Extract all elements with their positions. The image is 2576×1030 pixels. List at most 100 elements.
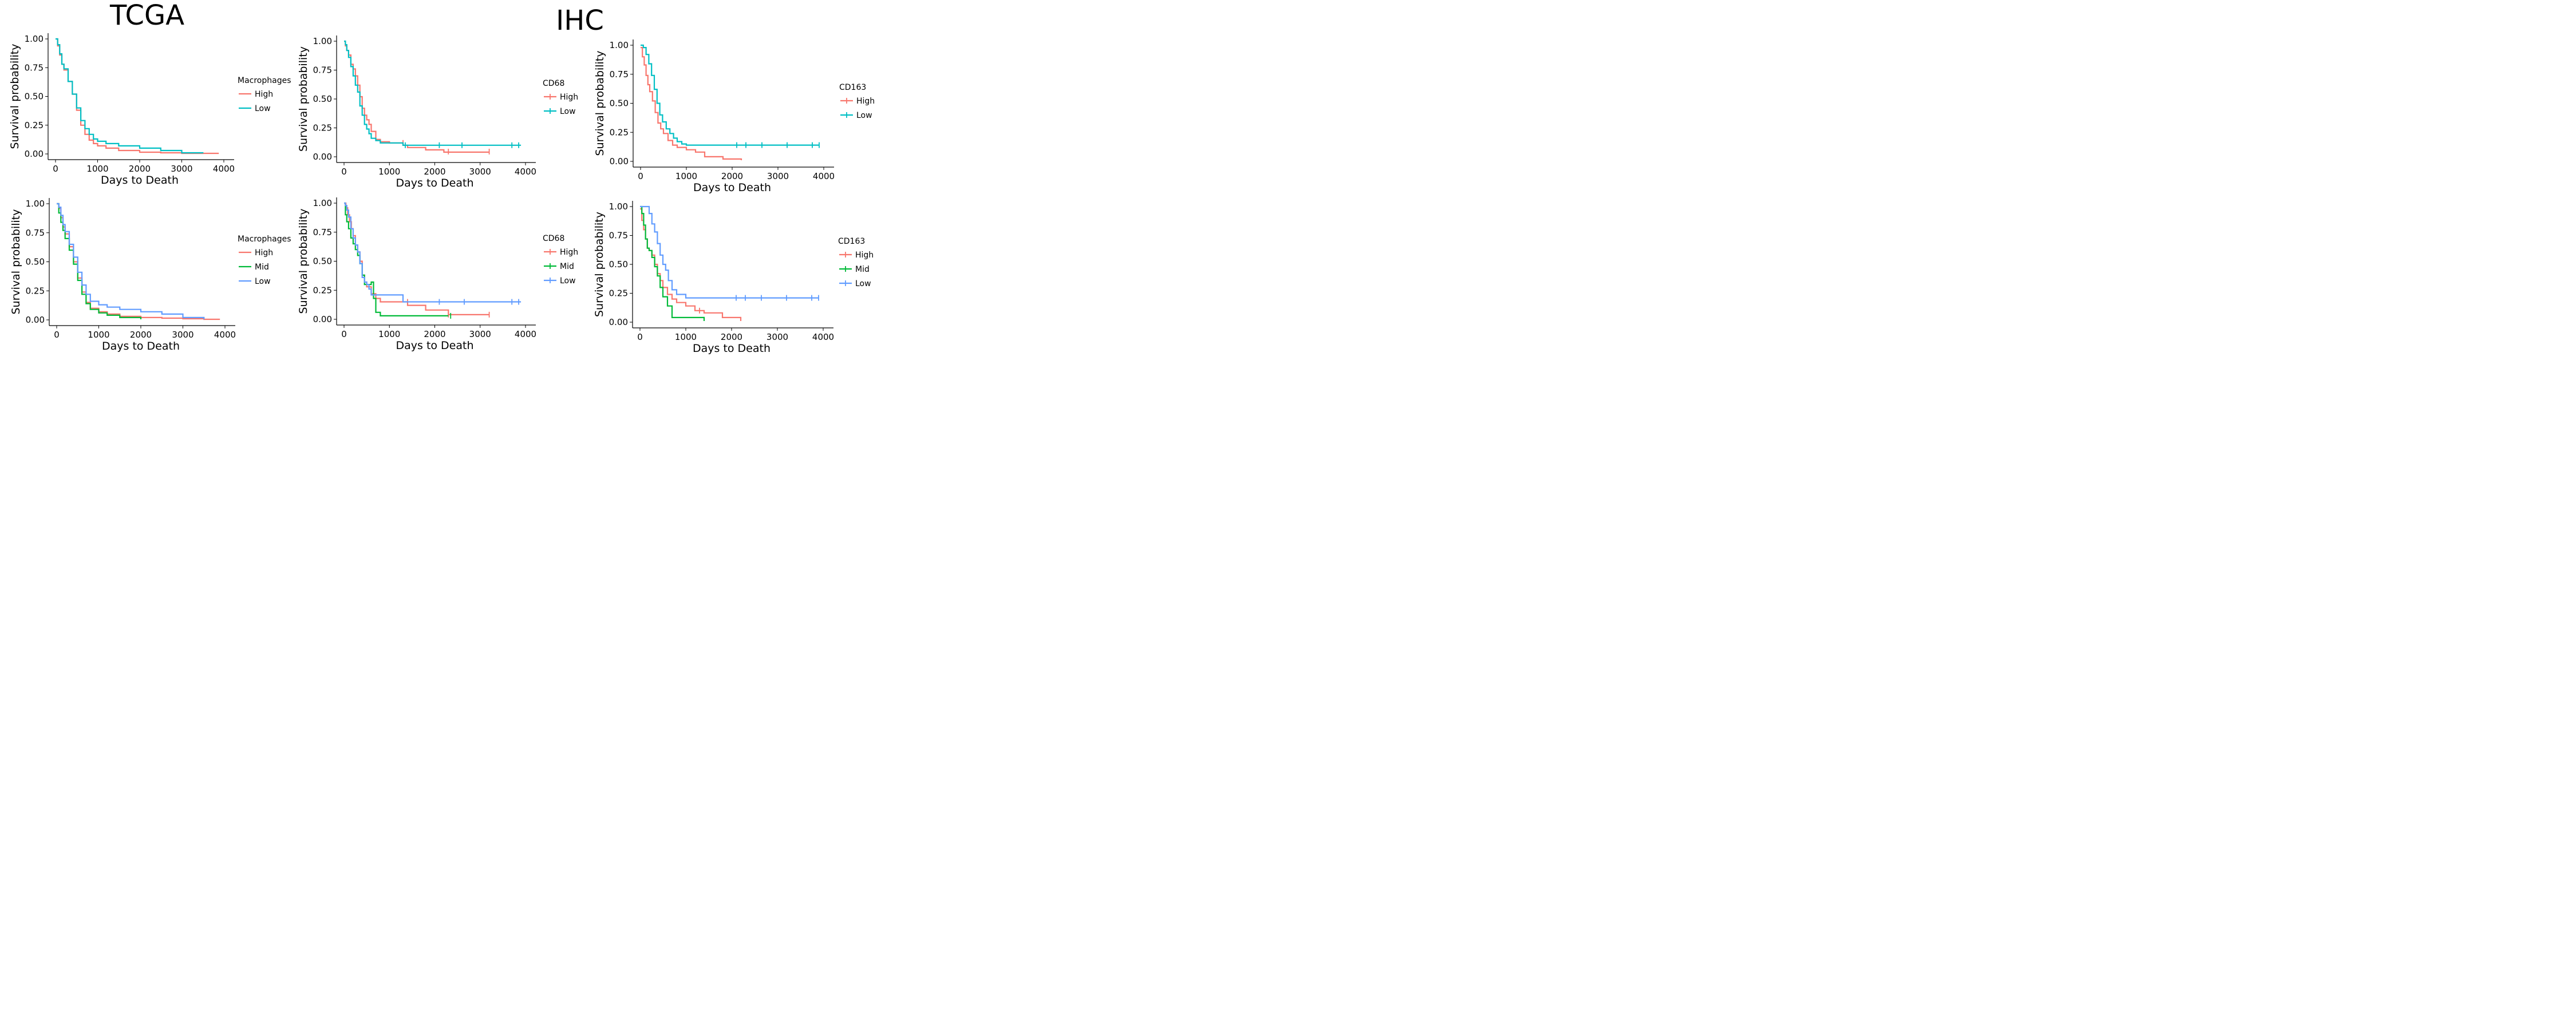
x-tick-label: 2000 — [721, 332, 742, 342]
y-tick-label: 0.00 — [313, 152, 332, 162]
figure-canvas: TCGA IHC 0.00 0.25 0.50 0.75 1.00 0 1000 2000 30… — [9, 0, 875, 355]
x-axis-title: Days to Death — [396, 177, 473, 189]
section-title-ihc: IHC — [556, 5, 604, 37]
y-tick-label: 0.75 — [26, 228, 45, 238]
legend-label-high: High — [856, 97, 875, 106]
x-tick-label: 1000 — [378, 329, 400, 339]
survival-curve-low — [640, 205, 819, 299]
x-tick-label: 4000 — [813, 171, 835, 181]
legend-label-mid: Mid — [560, 262, 574, 271]
y-axis-title: Survival probability — [594, 50, 606, 156]
x-tick-label: 2000 — [424, 329, 445, 339]
x-tick-label: 2000 — [129, 164, 151, 174]
x-tick-label: 1000 — [675, 171, 697, 181]
y-tick-label: 0.25 — [313, 123, 332, 133]
x-tick-label: 2000 — [424, 167, 445, 177]
x-tick-label: 3000 — [469, 329, 491, 339]
panel-top-right: 0.00 0.25 0.50 0.75 1.00 0 1000 2000 3000 4000 Day… — [594, 39, 875, 194]
section-title-tcga: TCGA — [109, 0, 184, 31]
y-tick-label: 0.75 — [25, 62, 44, 73]
survival-curve-low — [57, 203, 205, 319]
y-tick-label: 0.50 — [25, 92, 44, 102]
x-tick-label: 4000 — [214, 330, 236, 340]
y-tick-label: 1.00 — [610, 40, 629, 50]
y-tick-label: 0.50 — [313, 256, 332, 267]
y-tick-label: 0.25 — [610, 127, 629, 137]
survival-curve-high — [641, 47, 742, 160]
y-tick-label: 1.00 — [313, 36, 332, 46]
x-tick-label: 0 — [637, 332, 643, 342]
x-tick-label: 0 — [54, 330, 60, 340]
y-tick-label: 0.00 — [609, 317, 628, 327]
legend-label-low: Low — [255, 277, 271, 286]
x-tick-label: 3000 — [172, 330, 193, 340]
survival-curve-low — [56, 38, 204, 154]
y-tick-label: 1.00 — [26, 199, 45, 209]
y-tick-label: 0.50 — [26, 257, 45, 267]
legend-label-low: Low — [255, 104, 271, 113]
x-tick-label: 3000 — [469, 167, 491, 177]
x-tick-label: 3000 — [767, 332, 788, 342]
legend-label-high: High — [255, 90, 273, 99]
x-tick-label: 3000 — [767, 171, 789, 181]
legend-label-low: Low — [560, 107, 576, 116]
y-tick-label: 0.75 — [609, 231, 628, 241]
legend-label-high: High — [255, 248, 273, 258]
y-tick-label: 0.00 — [313, 314, 332, 324]
legend-label-mid: Mid — [255, 263, 269, 272]
survival-curve-low — [344, 40, 521, 146]
x-tick-label: 4000 — [213, 164, 235, 174]
survival-curve-high — [344, 202, 489, 315]
survival-curve-high — [344, 40, 489, 153]
survival-curve-high — [56, 38, 219, 154]
survival-curve-low — [641, 44, 819, 146]
legend-label-high: High — [560, 93, 578, 102]
y-tick-label: 0.25 — [25, 120, 44, 130]
x-tick-label: 4000 — [515, 329, 536, 339]
y-axis-title: Survival probability — [297, 208, 310, 314]
y-tick-label: 0.75 — [313, 65, 332, 76]
panel-bottom-left: 0.00 0.25 0.50 0.75 1.00 0 1000 2000 3000 4000 Day… — [10, 198, 291, 352]
x-tick-label: 1000 — [86, 164, 108, 174]
x-tick-label: 0 — [638, 171, 643, 181]
x-axis-title: Days to Death — [693, 181, 771, 194]
legend-title: CD68 — [543, 234, 564, 243]
survival-curve-high — [57, 203, 220, 320]
panel-bottom-right: 0.00 0.25 0.50 0.75 1.00 0 1000 2000 3000 4000 Day… — [593, 201, 874, 355]
y-axis-title: Survival probability — [9, 43, 21, 149]
legend-title: CD163 — [839, 83, 866, 92]
y-tick-label: 0.50 — [313, 94, 332, 104]
legend-title: CD163 — [838, 237, 865, 246]
y-tick-label: 0.00 — [26, 315, 45, 325]
y-tick-label: 0.00 — [25, 149, 44, 159]
legend-label-low: Low — [855, 279, 871, 288]
legend-label-high: High — [855, 251, 874, 260]
panel-top-middle: 0.00 0.25 0.50 0.75 1.00 0 1000 2000 3000 4000 Day… — [297, 35, 578, 189]
y-tick-label: 0.50 — [609, 259, 628, 270]
y-tick-label: 0.50 — [610, 98, 629, 109]
survival-curve-mid — [640, 205, 705, 321]
panel-top-left: 0.00 0.25 0.50 0.75 1.00 0 1000 2000 3000 4000 Day… — [9, 33, 291, 187]
legend-title: Macrophages — [238, 235, 291, 244]
legend-label-low: Low — [560, 276, 576, 286]
x-tick-label: 3000 — [171, 164, 192, 174]
x-axis-title: Days to Death — [101, 174, 179, 187]
legend-label-mid: Mid — [855, 265, 870, 274]
x-tick-label: 0 — [341, 329, 347, 339]
y-tick-label: 0.25 — [26, 286, 45, 296]
legend-label-high: High — [560, 248, 578, 257]
panel-bottom-middle: 0.00 0.25 0.50 0.75 1.00 0 1000 2000 3000 4000 Day… — [297, 197, 578, 352]
x-tick-label: 1000 — [378, 167, 400, 177]
x-tick-label: 2000 — [721, 171, 743, 181]
x-axis-title: Days to Death — [396, 339, 473, 352]
x-axis-title: Days to Death — [693, 342, 771, 355]
y-axis-title: Survival probability — [297, 46, 310, 152]
y-tick-label: 0.25 — [313, 285, 332, 295]
y-axis-title: Survival probability — [593, 212, 606, 317]
survival-curve-mid — [57, 203, 142, 319]
x-tick-label: 1000 — [88, 330, 109, 340]
legend-label-low: Low — [856, 111, 872, 120]
y-tick-label: 1.00 — [313, 198, 332, 208]
y-tick-label: 0.75 — [610, 69, 629, 80]
y-tick-label: 0.00 — [610, 156, 629, 167]
